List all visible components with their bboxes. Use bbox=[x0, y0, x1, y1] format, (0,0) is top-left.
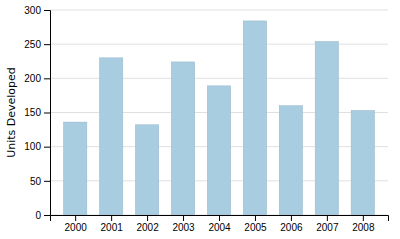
bars bbox=[63, 21, 374, 215]
bar bbox=[207, 86, 230, 215]
y-tick-label: 150 bbox=[24, 107, 41, 118]
x-tick: 2001 bbox=[101, 215, 124, 233]
x-tick: 2006 bbox=[280, 215, 303, 233]
x-tick-label: 2000 bbox=[65, 222, 88, 233]
x-tick: 2003 bbox=[172, 215, 195, 233]
x-tick-mark bbox=[75, 215, 76, 221]
y-tick-label: 100 bbox=[24, 141, 41, 152]
x-tick-label: 2001 bbox=[101, 222, 124, 233]
x-tick-mark bbox=[255, 215, 256, 221]
y-tick-mark bbox=[44, 181, 50, 182]
x-tick-label: 2002 bbox=[136, 222, 159, 233]
y-tick-mark bbox=[44, 44, 50, 45]
bar bbox=[171, 62, 194, 215]
x-tick-label: 2004 bbox=[208, 222, 231, 233]
x-tick-mark bbox=[327, 215, 328, 221]
y-axis-line bbox=[44, 11, 51, 216]
y-tick-label: 250 bbox=[24, 39, 41, 50]
x-tick-label: 2005 bbox=[244, 222, 267, 233]
y-tick: 0 bbox=[35, 210, 50, 221]
y-tick: 300 bbox=[24, 5, 50, 16]
y-tick-mark bbox=[44, 215, 50, 216]
x-tick: 2008 bbox=[352, 215, 375, 233]
x-tick-label: 2006 bbox=[280, 222, 303, 233]
y-tick: 250 bbox=[24, 39, 50, 50]
bar bbox=[315, 41, 338, 215]
x-tick-mark bbox=[183, 215, 184, 221]
y-tick: 200 bbox=[24, 73, 50, 84]
y-tick: 100 bbox=[24, 141, 50, 152]
x-tick-label: 2007 bbox=[316, 222, 339, 233]
x-tick: 2002 bbox=[136, 215, 159, 233]
plot: 2000 2001 2002 2003 2004 2005 2006 2007 2008 0 50 1… bbox=[24, 5, 388, 233]
y-tick-mark bbox=[44, 78, 50, 79]
y-axis: 0 50 100 150 200 250 300 bbox=[24, 5, 50, 221]
y-tick-label: 300 bbox=[24, 5, 41, 16]
chart: 2000 2001 2002 2003 2004 2005 2006 2007 2008 0 50 1… bbox=[0, 0, 400, 239]
x-axis: 2000 2001 2002 2003 2004 2005 2006 2007 2008 bbox=[51, 215, 389, 233]
y-tick-label: 0 bbox=[35, 210, 41, 221]
x-tick-mark bbox=[363, 215, 364, 221]
x-tick-mark bbox=[111, 215, 112, 221]
x-tick: 2005 bbox=[244, 215, 267, 233]
bar bbox=[135, 125, 158, 215]
x-tick-mark bbox=[219, 215, 220, 221]
bar bbox=[351, 110, 374, 215]
bar bbox=[279, 106, 302, 215]
bar bbox=[243, 21, 266, 215]
y-tick-mark bbox=[44, 147, 50, 148]
x-tick: 2000 bbox=[65, 215, 88, 233]
y-tick: 150 bbox=[24, 107, 50, 118]
grid-line bbox=[50, 10, 388, 11]
x-tick-label: 2008 bbox=[352, 222, 375, 233]
x-tick-mark bbox=[147, 215, 148, 221]
y-tick-mark bbox=[44, 113, 50, 114]
bar bbox=[63, 122, 86, 215]
bar bbox=[99, 58, 122, 215]
x-axis-line bbox=[51, 216, 389, 222]
grid bbox=[50, 10, 388, 215]
y-axis-title: Units Developed bbox=[5, 67, 18, 158]
x-tick: 2004 bbox=[208, 215, 231, 233]
y-tick-label: 50 bbox=[30, 176, 42, 187]
y-tick-label: 200 bbox=[24, 73, 41, 84]
y-tick: 50 bbox=[30, 176, 50, 187]
x-tick-label: 2003 bbox=[172, 222, 195, 233]
x-tick: 2007 bbox=[316, 215, 339, 233]
x-tick-mark bbox=[291, 215, 292, 221]
y-tick-mark bbox=[44, 10, 50, 11]
